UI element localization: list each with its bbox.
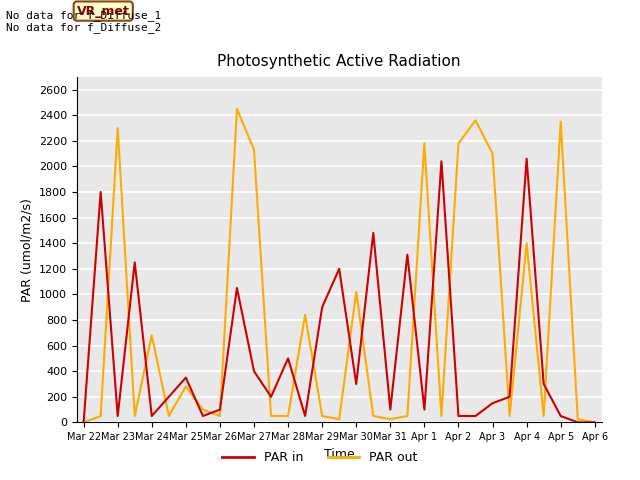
Legend: PAR in, PAR out: PAR in, PAR out [218,446,422,469]
Title: Photosynthetic Active Radiation: Photosynthetic Active Radiation [218,54,461,69]
Text: VR_met: VR_met [77,5,130,18]
Text: No data for f_Diffuse_1
No data for f_Diffuse_2: No data for f_Diffuse_1 No data for f_Di… [6,10,162,33]
Y-axis label: PAR (umol/m2/s): PAR (umol/m2/s) [20,198,33,301]
X-axis label: Time: Time [324,448,355,461]
